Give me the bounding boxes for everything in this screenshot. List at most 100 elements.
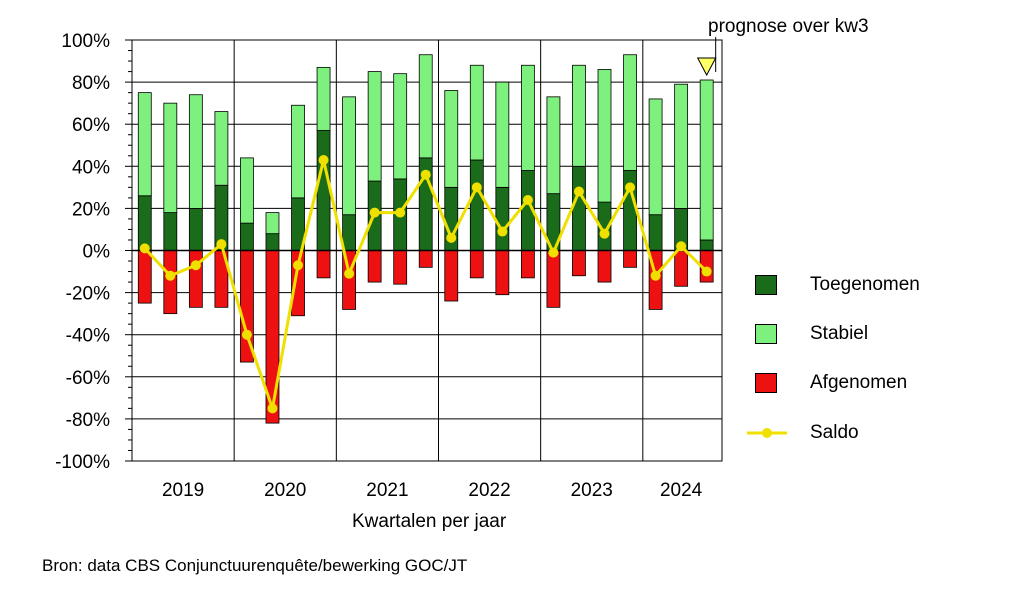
y-tick-label: 20%	[72, 199, 110, 220]
legend-item-toegenomen: Toegenomen	[745, 272, 920, 298]
bar-afgenomen	[546, 250, 561, 308]
legend-label-afgenomen: Afgenomen	[810, 372, 908, 393]
bar-afgenomen	[469, 250, 484, 279]
y-tick-label: -80%	[66, 410, 110, 431]
point-saldo	[471, 182, 482, 193]
bar-stabiel	[674, 83, 689, 209]
point-saldo	[497, 226, 508, 237]
bar-stabiel	[163, 102, 178, 214]
forecast-marker-icon	[696, 57, 717, 77]
y-tick-label: 60%	[72, 115, 110, 136]
bar-stabiel	[495, 81, 510, 188]
legend-item-stabiel: Stabiel	[745, 321, 868, 347]
y-tick-label: -60%	[66, 368, 110, 389]
x-tick-label-year: 2022	[468, 480, 510, 501]
y-tick-label: -100%	[55, 452, 110, 473]
y-tick-label: -20%	[66, 284, 110, 305]
legend-item-afgenomen: Afgenomen	[745, 370, 907, 396]
y-tick-label: 40%	[72, 157, 110, 178]
point-saldo	[548, 247, 559, 258]
bar-afgenomen	[367, 250, 382, 283]
bar-toegenomen	[648, 214, 663, 251]
bar-stabiel	[367, 71, 382, 182]
bar-afgenomen	[163, 250, 178, 315]
point-saldo	[395, 207, 406, 218]
x-tick-label-year: 2023	[571, 480, 613, 501]
bar-toegenomen	[699, 239, 714, 251]
point-saldo	[165, 270, 176, 281]
bar-stabiel	[648, 98, 663, 216]
plot-border	[131, 39, 723, 462]
bar-stabiel	[418, 54, 433, 159]
point-saldo	[573, 186, 584, 197]
bar-toegenomen	[137, 195, 152, 251]
legend: Toegenomen Stabiel Afgenomen Saldo	[745, 262, 960, 457]
legend-label-saldo: Saldo	[810, 422, 859, 443]
bar-afgenomen	[674, 250, 689, 287]
point-saldo	[267, 403, 278, 414]
point-saldo	[344, 268, 355, 279]
x-tick-label-year: 2019	[162, 480, 204, 501]
bar-afgenomen	[316, 250, 331, 279]
bar-stabiel	[444, 90, 459, 188]
point-saldo	[139, 243, 150, 254]
legend-swatch-stabiel	[755, 324, 777, 344]
bar-stabiel	[469, 64, 484, 161]
bar-toegenomen	[316, 130, 331, 251]
point-saldo	[701, 266, 712, 277]
bar-stabiel	[546, 96, 561, 195]
bar-toegenomen	[240, 222, 254, 251]
bar-stabiel	[699, 79, 714, 241]
legend-swatch-toegenomen	[755, 275, 777, 295]
x-tick-label-year: 2021	[366, 480, 408, 501]
x-tick-label-year: 2024	[660, 480, 703, 501]
bar-stabiel	[137, 92, 152, 197]
bar-stabiel	[393, 73, 408, 180]
bar-afgenomen	[520, 250, 535, 279]
bar-stabiel	[265, 212, 280, 235]
point-saldo	[522, 194, 533, 205]
bar-toegenomen	[188, 207, 203, 251]
point-saldo	[369, 207, 380, 218]
y-tick-label: 80%	[72, 73, 110, 94]
bar-afgenomen	[495, 250, 510, 296]
source-note: Bron: data CBS Conjunctuurenquête/bewerk…	[42, 556, 468, 575]
point-saldo	[625, 182, 636, 193]
y-tick-label: 0%	[83, 242, 111, 263]
bar-afgenomen	[623, 250, 637, 268]
x-tick-label-year: 2020	[264, 480, 306, 501]
bar-stabiel	[291, 104, 305, 199]
forecast-annotation: prognose over kw3	[708, 16, 869, 37]
bar-afgenomen	[597, 250, 612, 283]
point-saldo	[216, 239, 227, 250]
bar-toegenomen	[342, 214, 356, 251]
point-saldo	[676, 241, 687, 252]
point-saldo	[420, 169, 431, 180]
bar-stabiel	[342, 96, 356, 216]
bar-afgenomen	[188, 250, 203, 308]
bar-stabiel	[623, 54, 637, 171]
bar-afgenomen	[137, 250, 152, 304]
bar-afgenomen	[572, 250, 586, 277]
bar-toegenomen	[495, 186, 510, 251]
bar-toegenomen	[163, 212, 178, 251]
y-tick-label: -40%	[66, 326, 110, 347]
legend-label-toegenomen: Toegenomen	[810, 274, 920, 295]
point-saldo	[599, 228, 610, 239]
point-saldo	[190, 260, 201, 271]
point-saldo	[318, 154, 329, 165]
x-axis-title: Kwartalen per jaar	[352, 511, 507, 532]
point-saldo	[650, 270, 661, 281]
y-tick-label: 100%	[61, 31, 110, 52]
bar-stabiel	[188, 94, 203, 209]
bar-toegenomen	[469, 159, 484, 251]
point-saldo	[293, 260, 304, 271]
bar-stabiel	[597, 69, 612, 203]
point-saldo	[446, 232, 457, 243]
bar-stabiel	[214, 111, 229, 186]
bar-toegenomen	[572, 165, 586, 251]
bar-toegenomen	[265, 233, 280, 251]
bar-stabiel	[572, 64, 586, 167]
bar-afgenomen	[393, 250, 408, 285]
